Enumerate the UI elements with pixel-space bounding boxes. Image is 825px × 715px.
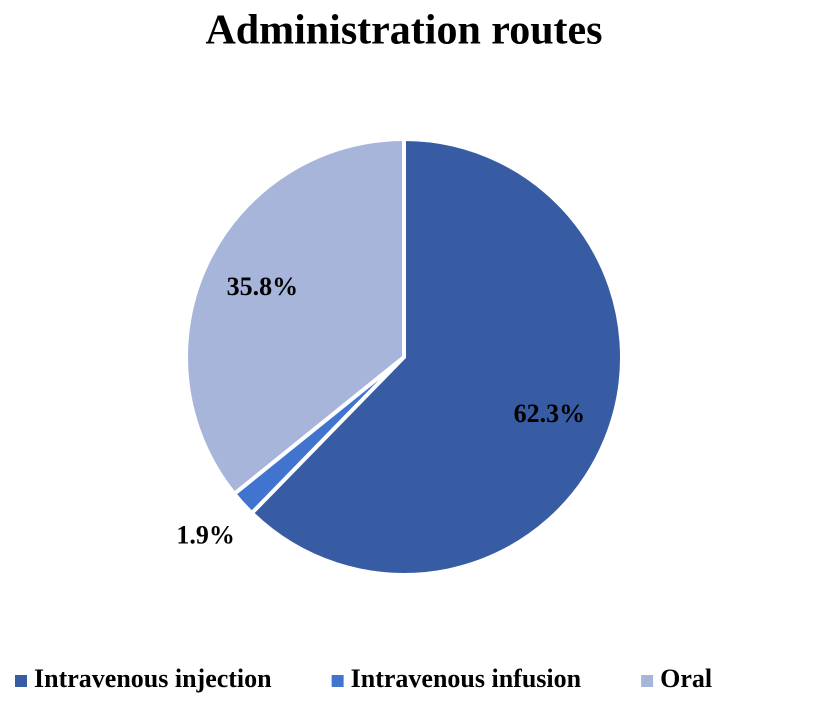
legend-marker xyxy=(15,675,27,687)
legend: Intravenous injection Intravenous infusio… xyxy=(15,664,712,693)
data-labels: 62.3% 1.9% 35.8% xyxy=(176,272,585,549)
data-label: 1.9% xyxy=(176,520,235,549)
chart-title: Administration routes xyxy=(205,8,602,54)
pie-slice xyxy=(184,137,406,496)
legend-label: Intravenous injection xyxy=(34,664,272,693)
data-label: 35.8% xyxy=(227,272,299,301)
pie-slice xyxy=(249,137,624,577)
pie xyxy=(184,137,624,577)
legend-label: Oral xyxy=(660,664,712,693)
legend-label: Intravenous infusion xyxy=(351,664,582,693)
legend-marker xyxy=(331,675,344,687)
data-label: 62.3% xyxy=(514,399,586,428)
legend-marker xyxy=(641,675,654,687)
